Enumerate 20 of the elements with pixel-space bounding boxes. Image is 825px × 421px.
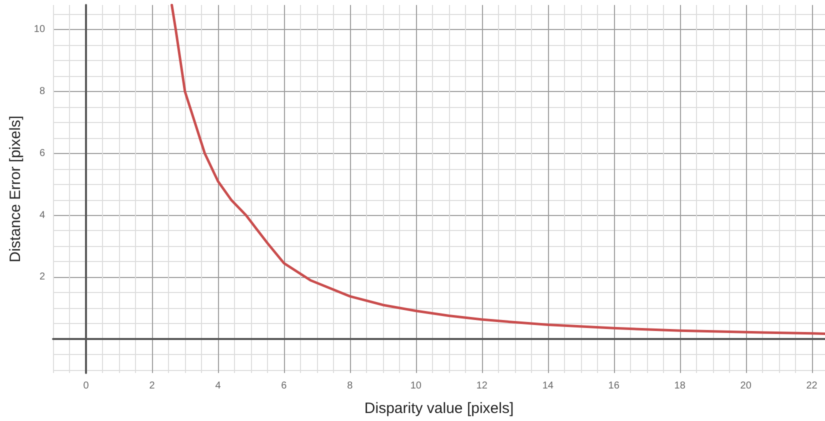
- line-series: [170, 4, 825, 335]
- x-tick-label: 20: [740, 380, 752, 392]
- x-tick-label: 0: [83, 380, 90, 392]
- x-tick-label: 12: [476, 380, 488, 392]
- x-tick-label: 14: [542, 380, 554, 392]
- y-axis-title: Distance Error [pixels]: [7, 116, 24, 262]
- x-tick-label: 8: [347, 380, 354, 392]
- y-tick-label: 8: [39, 86, 46, 98]
- x-tick-label: 18: [674, 380, 686, 392]
- y-tick-label: 6: [39, 148, 46, 159]
- x-tick-label: 4: [215, 380, 222, 392]
- x-tick-label: 10: [410, 380, 422, 392]
- x-tick-label: 2: [149, 380, 156, 392]
- x-tick-label: 22: [806, 380, 818, 392]
- y-tick-label: 10: [34, 24, 46, 36]
- x-axis-title: Disparity value [pixels]: [364, 400, 514, 417]
- y-tick-label: 2: [39, 272, 46, 283]
- x-tick-label: 6: [281, 380, 288, 392]
- y-tick-label: 4: [39, 210, 46, 221]
- x-tick-label: 16: [608, 380, 620, 392]
